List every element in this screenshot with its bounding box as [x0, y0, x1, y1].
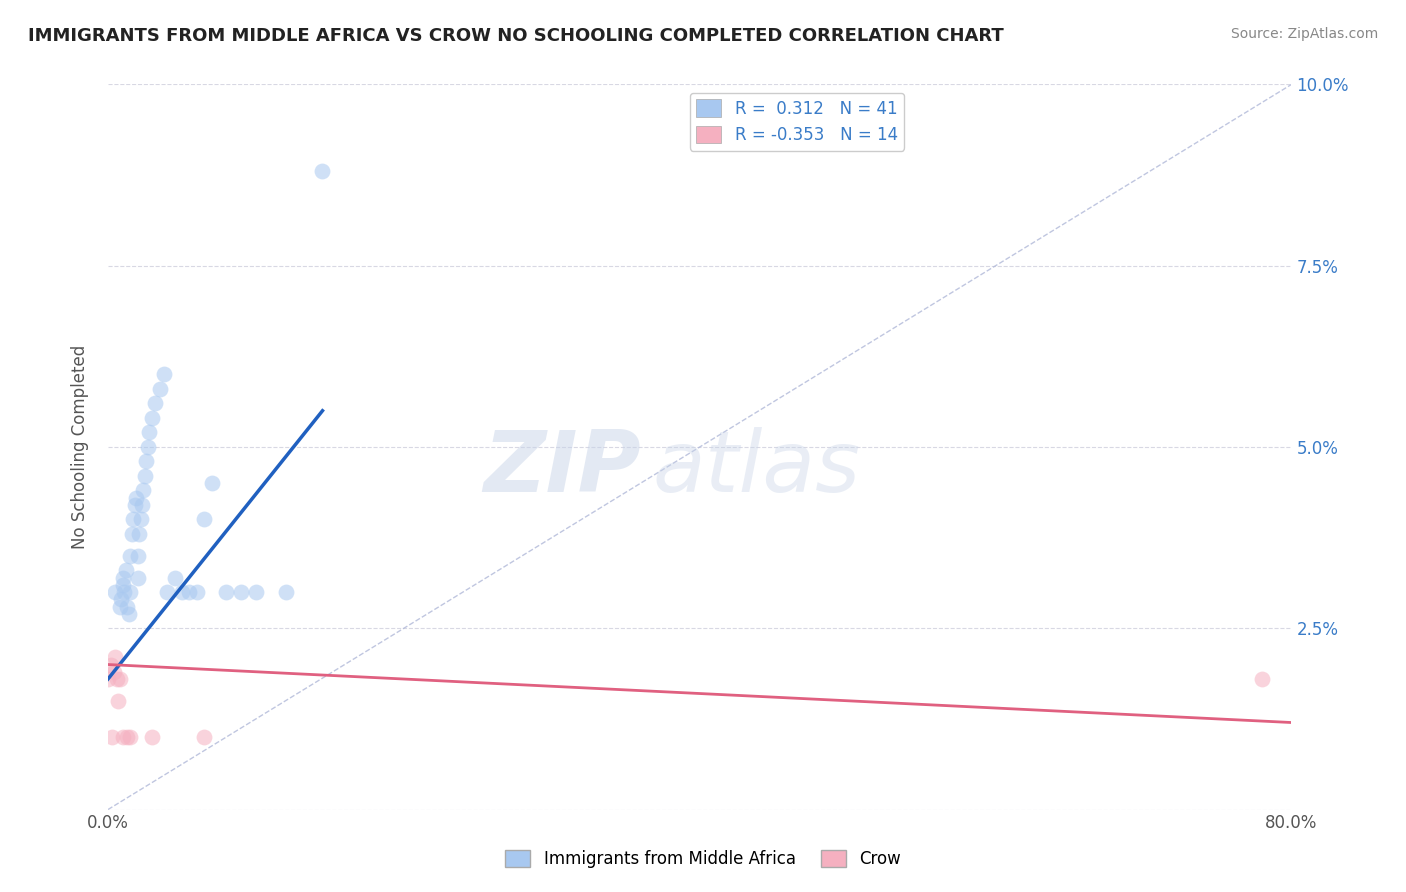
Point [193, 512, 215, 526]
Point [179, 585, 201, 599]
Point [115, 730, 138, 744]
Point [141, 730, 163, 744]
Point [311, 164, 333, 178]
Point [193, 730, 215, 744]
Text: ZIP: ZIP [482, 427, 641, 510]
Point [138, 425, 160, 440]
Point [120, 549, 142, 563]
Point [101, 730, 124, 744]
Point [115, 599, 138, 614]
Point [112, 585, 135, 599]
Point [124, 498, 146, 512]
Point [231, 585, 253, 599]
Point [163, 570, 186, 584]
Point [107, 694, 129, 708]
Point [110, 592, 132, 607]
Point [118, 607, 141, 621]
Point [108, 599, 131, 614]
Point [111, 570, 134, 584]
Point [215, 585, 238, 599]
Point [186, 585, 208, 599]
Point [120, 585, 142, 599]
Point [129, 512, 152, 526]
Text: atlas: atlas [652, 427, 860, 510]
Point [131, 498, 153, 512]
Point [170, 585, 193, 599]
Point [143, 396, 166, 410]
Point [135, 454, 157, 468]
Text: IMMIGRANTS FROM MIDDLE AFRICA VS CROW NO SCHOOLING COMPLETED CORRELATION CHART: IMMIGRANTS FROM MIDDLE AFRICA VS CROW NO… [28, 27, 1004, 45]
Point [127, 549, 149, 563]
Point [104, 585, 127, 599]
Point [134, 469, 156, 483]
Point [100, 657, 122, 672]
Point [141, 411, 163, 425]
Point [111, 578, 134, 592]
Point [149, 382, 172, 396]
Point [97, 672, 120, 686]
Text: Source: ZipAtlas.com: Source: ZipAtlas.com [1230, 27, 1378, 41]
Point [121, 527, 143, 541]
Point [125, 491, 148, 505]
Point [128, 527, 150, 541]
Point [111, 730, 134, 744]
Point [103, 665, 125, 679]
Point [153, 368, 176, 382]
Point [114, 563, 136, 577]
Point [274, 585, 297, 599]
Point [245, 585, 267, 599]
Point [200, 476, 222, 491]
Point [105, 672, 128, 686]
Point [104, 650, 127, 665]
Point [136, 440, 159, 454]
Y-axis label: No Schooling Completed: No Schooling Completed [72, 345, 89, 549]
Legend: R =  0.312   N = 41, R = -0.353   N = 14: R = 0.312 N = 41, R = -0.353 N = 14 [689, 93, 904, 151]
Legend: Immigrants from Middle Africa, Crow: Immigrants from Middle Africa, Crow [499, 843, 907, 875]
Point [122, 512, 145, 526]
Point [120, 730, 142, 744]
Point [1250, 672, 1272, 686]
Point [156, 585, 179, 599]
Point [127, 570, 149, 584]
Point [132, 483, 155, 498]
Point [108, 672, 131, 686]
